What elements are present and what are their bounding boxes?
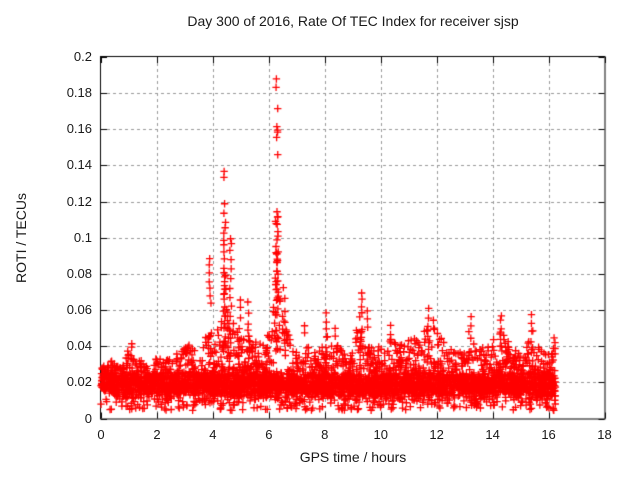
x-tick-label: 16 (541, 427, 556, 442)
x-tick-label: 4 (209, 427, 217, 442)
y-axis-title: ROTI / TECUs (13, 193, 29, 283)
x-tick-label: 0 (97, 427, 105, 442)
x-tick-label: 10 (373, 427, 388, 442)
y-tick-label: 0.02 (66, 374, 92, 390)
y-tick-label: 0.06 (66, 302, 92, 318)
x-tick-label: 14 (485, 427, 500, 442)
chart-title: Day 300 of 2016, Rate Of TEC Index for r… (187, 13, 519, 29)
y-tick-label: 0.2 (73, 49, 92, 64)
y-tick-label: 0.12 (66, 193, 92, 209)
y-tick-label: 0.16 (66, 121, 92, 137)
x-tick-label: 2 (153, 427, 161, 442)
x-axis-title: GPS time / hours (299, 449, 407, 465)
y-tick-label: 0.18 (66, 85, 92, 101)
x-tick-label: 8 (321, 427, 329, 442)
x-tick-label: 6 (265, 427, 273, 442)
y-tick-label: 0.1 (73, 229, 92, 245)
x-tick-label: 18 (597, 427, 612, 442)
y-tick-label: 0.14 (66, 157, 92, 173)
x-tick-label: 12 (429, 427, 444, 442)
y-tick-label: 0 (84, 410, 92, 426)
y-tick-label: 0.08 (66, 265, 92, 281)
y-tick-label: 0.04 (66, 338, 92, 354)
